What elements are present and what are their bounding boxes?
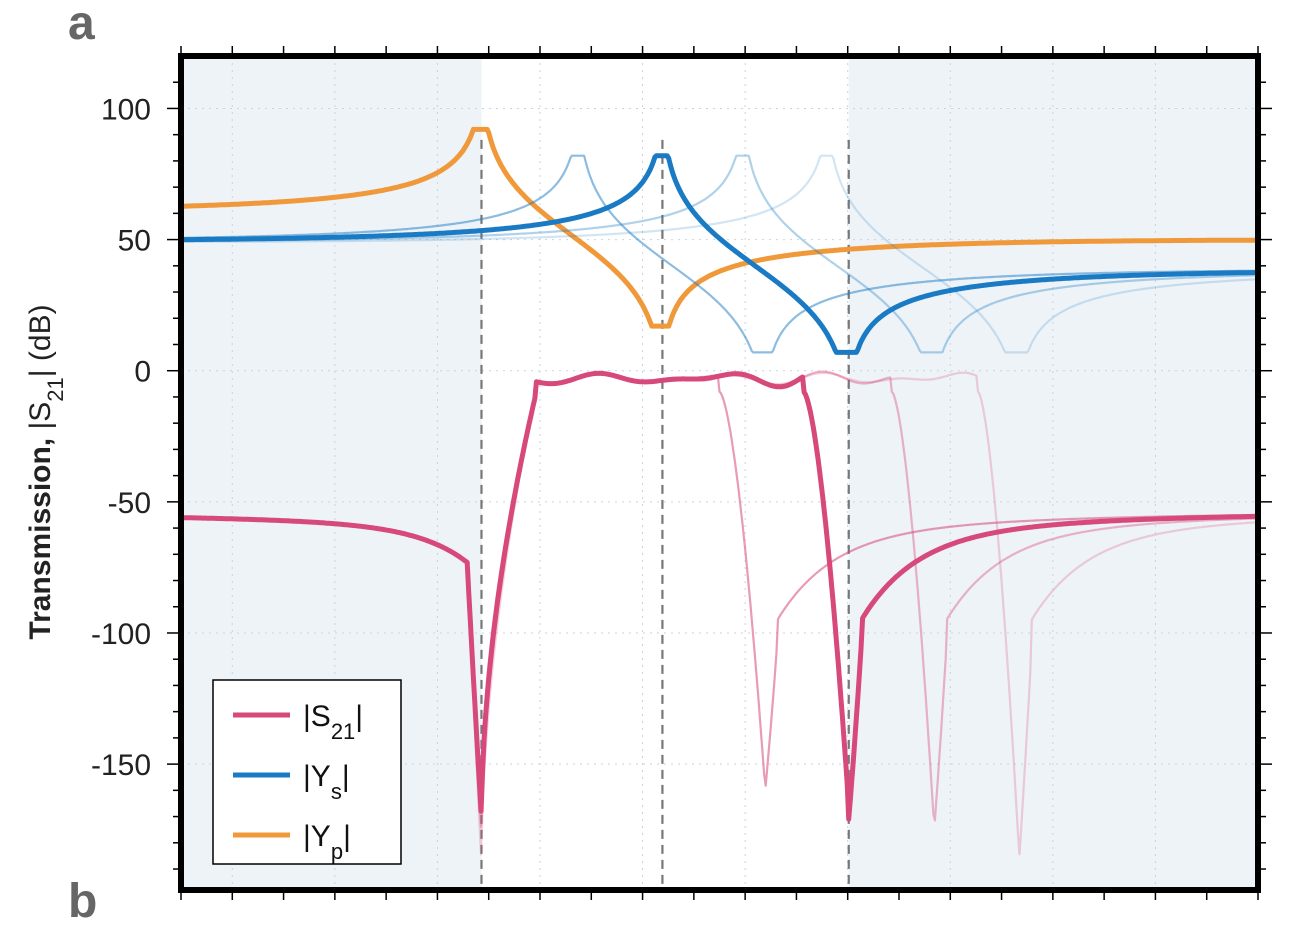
y-tick-label: 50 (118, 225, 151, 258)
primary-ys-curve (180, 153, 1259, 355)
secondary-ys-curve (181, 154, 1259, 354)
primary-s21-curve (180, 370, 1259, 822)
plot-frame (178, 53, 1261, 893)
panel-letter: a (68, 0, 95, 50)
y-tick-label: 0 (134, 356, 151, 389)
y-tick-label: 100 (101, 93, 151, 126)
y-tick-label: -150 (91, 749, 151, 782)
y-tick-labels: 100 50 0 -50 -100 -150 (91, 93, 151, 782)
y-tick-label: -100 (91, 618, 151, 651)
secondary-ys-curve (180, 154, 1258, 354)
vertical-guides (480, 139, 850, 890)
y-tick-label: -50 (108, 487, 151, 520)
legend-label-s21: |S21| (303, 700, 363, 744)
legend: |S21| |Ys| |Yp| (212, 679, 402, 865)
series-curves (180, 126, 1259, 856)
shaded-band (848, 56, 1258, 890)
primary-yp-curve (180, 126, 1259, 329)
legend-label-ys: |Ys| (303, 760, 350, 804)
y-axis-label: Transmission, |S21| (dB) (24, 304, 68, 639)
next-panel-letter: b (68, 875, 98, 928)
axis-ticks (167, 46, 1272, 900)
shaded-bands (181, 56, 1258, 890)
legend-label-yp: |Yp| (303, 820, 351, 864)
